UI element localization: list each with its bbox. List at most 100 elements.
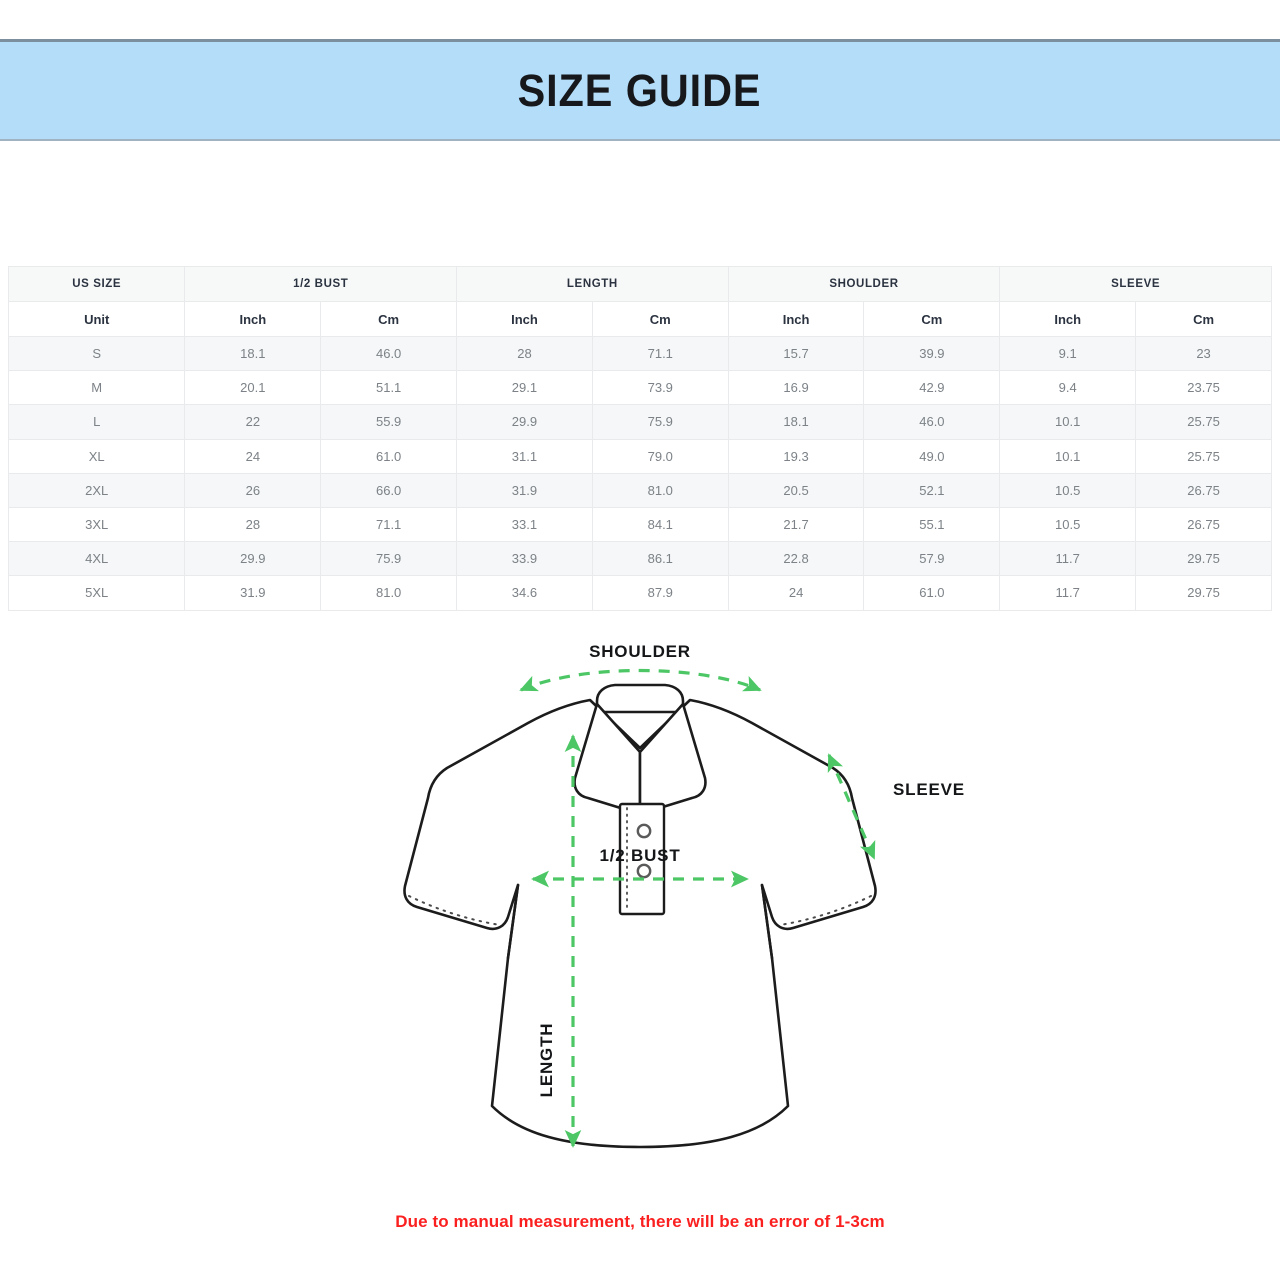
sleeve-label: SLEEVE [893,780,965,799]
group-header-shoulder: SHOULDER [727,266,1001,302]
cell-sleeve-cm: 23 [1135,335,1272,372]
unit-header-shoulder-inch: Inch [727,301,865,337]
cell-shoulder-inch: 16.9 [727,370,865,406]
cell-sleeve-cm: 25.75 [1135,438,1272,474]
cell-shoulder-inch: 15.7 [727,335,865,372]
cell-sleeve-inch: 10.1 [999,404,1137,440]
cell-sleeve-cm: 29.75 [1135,541,1272,577]
cell-length-inch: 29.9 [456,404,593,440]
cell-shoulder-cm: 49.0 [863,438,1001,474]
cell-shoulder-inch: 24 [727,575,865,611]
cell-bust-inch: 26 [184,472,322,508]
cell-size: 2XL [7,472,186,508]
size-table-body: S 18.1 46.0 28 71.1 15.7 39.9 9.1 23 M 2… [7,335,1272,611]
cell-sleeve-inch: 9.4 [999,370,1137,406]
cell-shoulder-inch: 20.5 [727,472,865,508]
cell-bust-inch: 20.1 [184,370,322,406]
cell-shoulder-cm: 55.1 [863,506,1001,543]
table-row: 2XL 26 66.0 31.9 81.0 20.5 52.1 10.5 26.… [7,472,1272,508]
cell-length-cm: 87.9 [591,575,729,611]
cell-sleeve-inch: 9.1 [999,335,1137,372]
cell-sleeve-cm: 26.75 [1135,472,1272,508]
cell-sleeve-inch: 10.5 [999,506,1137,543]
cell-bust-cm: 61.0 [320,438,458,474]
cell-size: L [7,404,186,440]
length-label: LENGTH [537,1023,556,1098]
cell-bust-inch: 28 [184,506,322,543]
cell-sleeve-inch: 10.5 [999,472,1137,508]
cell-shoulder-inch: 19.3 [727,438,865,474]
unit-header-sleeve-inch: Inch [999,301,1137,337]
cell-size: M [7,370,186,406]
cell-length-cm: 75.9 [591,404,729,440]
table-row: 3XL 28 71.1 33.1 84.1 21.7 55.1 10.5 26.… [7,506,1272,543]
unit-header-length-cm: Cm [591,301,729,337]
cell-sleeve-cm: 23.75 [1135,370,1272,406]
cell-size: 4XL [7,541,186,577]
table-group-header-row: US SIZE 1/2 BUST LENGTH SHOULDER SLEEVE [7,266,1272,302]
cell-length-inch: 29.1 [456,370,593,406]
unit-header-unit: Unit [7,301,186,337]
cell-sleeve-cm: 29.75 [1135,575,1272,611]
group-header-sleeve: SLEEVE [999,266,1272,302]
cell-bust-cm: 81.0 [320,575,458,611]
cell-length-cm: 81.0 [591,472,729,508]
cell-length-cm: 86.1 [591,541,729,577]
cell-sleeve-inch: 11.7 [999,541,1137,577]
polo-shirt-measurement-diagram: SHOULDER SLEEVE 1/2 BUST LENGTH [0,628,1280,1203]
cell-shoulder-inch: 18.1 [727,404,865,440]
table-row: L 22 55.9 29.9 75.9 18.1 46.0 10.1 25.75 [7,404,1272,440]
group-header-us-size: US SIZE [7,266,186,302]
shoulder-label: SHOULDER [589,642,691,661]
unit-header-length-inch: Inch [456,301,593,337]
size-table-container: US SIZE 1/2 BUST LENGTH SHOULDER SLEEVE … [7,266,1272,611]
cell-length-cm: 71.1 [591,335,729,372]
table-row: 5XL 31.9 81.0 34.6 87.9 24 61.0 11.7 29.… [7,575,1272,611]
measurement-disclaimer: Due to manual measurement, there will be… [395,1212,885,1231]
page-title: SIZE GUIDE [518,64,762,116]
size-chart-table: US SIZE 1/2 BUST LENGTH SHOULDER SLEEVE … [7,266,1272,611]
cell-size: S [7,335,186,372]
cell-sleeve-cm: 26.75 [1135,506,1272,543]
table-row: S 18.1 46.0 28 71.1 15.7 39.9 9.1 23 [7,335,1272,372]
unit-header-sleeve-cm: Cm [1135,301,1272,337]
cell-bust-inch: 31.9 [184,575,322,611]
cell-shoulder-cm: 52.1 [863,472,1001,508]
unit-header-shoulder-cm: Cm [863,301,1001,337]
cell-bust-cm: 66.0 [320,472,458,508]
cell-bust-cm: 46.0 [320,335,458,372]
cell-bust-cm: 75.9 [320,541,458,577]
cell-shoulder-cm: 46.0 [863,404,1001,440]
cell-size: XL [7,438,186,474]
cell-bust-inch: 29.9 [184,541,322,577]
cell-bust-cm: 71.1 [320,506,458,543]
cell-bust-cm: 51.1 [320,370,458,406]
cell-bust-inch: 18.1 [184,335,322,372]
cell-length-cm: 84.1 [591,506,729,543]
cell-length-inch: 33.9 [456,541,593,577]
cell-shoulder-cm: 61.0 [863,575,1001,611]
cell-shoulder-inch: 22.8 [727,541,865,577]
cell-sleeve-inch: 10.1 [999,438,1137,474]
cell-shoulder-cm: 57.9 [863,541,1001,577]
cell-length-inch: 31.9 [456,472,593,508]
cell-length-cm: 79.0 [591,438,729,474]
cell-size: 3XL [7,506,186,543]
table-row: 4XL 29.9 75.9 33.9 86.1 22.8 57.9 11.7 2… [7,541,1272,577]
table-unit-header-row: Unit Inch Cm Inch Cm Inch Cm Inch Cm [7,301,1272,337]
group-header-bust: 1/2 BUST [184,266,458,302]
shoulder-measure-arrow [519,668,762,692]
table-row: M 20.1 51.1 29.1 73.9 16.9 42.9 9.4 23.7… [7,370,1272,406]
cell-size: 5XL [7,575,186,611]
bust-label: 1/2 BUST [599,846,680,865]
cell-shoulder-cm: 39.9 [863,335,1001,372]
shirt-collar [573,683,707,816]
cell-length-cm: 73.9 [591,370,729,406]
cell-length-inch: 33.1 [456,506,593,543]
cell-shoulder-inch: 21.7 [727,506,865,543]
cell-sleeve-inch: 11.7 [999,575,1137,611]
unit-header-bust-inch: Inch [184,301,322,337]
cell-length-inch: 34.6 [456,575,593,611]
cell-bust-inch: 22 [184,404,322,440]
cell-length-inch: 31.1 [456,438,593,474]
